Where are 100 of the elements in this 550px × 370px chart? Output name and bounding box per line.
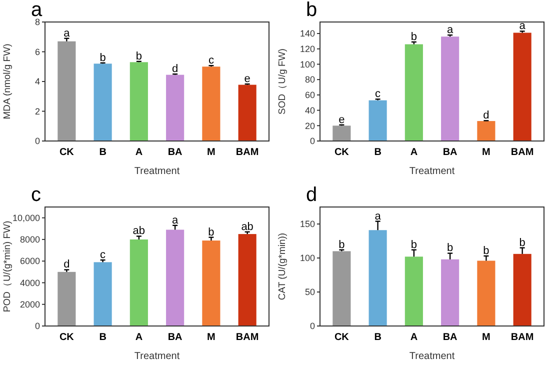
x-tick-label: B [374,147,382,158]
bar [441,259,460,326]
bar [238,84,256,141]
bar [94,64,112,141]
x-tick-label: B [99,147,106,158]
bar [513,32,532,141]
chart-title: d [306,184,318,206]
y-tick-label: 0 [34,321,40,332]
y-axis-title: POD（U/(g*min) FW) [2,220,13,312]
bar [130,62,148,141]
annotation: e [338,114,345,126]
y-tick-label: 8000 [20,234,40,245]
annotation: b [100,52,106,64]
bar [368,230,387,326]
bar [58,272,76,326]
x-tick-label: BAM [236,332,259,343]
x-tick-label: BA [168,147,182,158]
annotation: ab [132,225,146,238]
y-axis-title: MDA (nmol/g FW) [2,44,13,120]
bar [94,262,112,326]
annotation: c [375,88,382,100]
bar [404,44,423,141]
y-tick-label: 6 [34,46,40,57]
y-tick-label: 0 [310,136,315,146]
bar [513,254,532,326]
bar [166,74,184,141]
annotation: c [100,249,106,262]
x-tick-label: CK [334,147,350,158]
bar [166,230,184,326]
x-tick-label: BA [442,332,458,343]
annotation: c [208,54,214,67]
y-tick-label: 6000 [20,256,40,266]
annotation: a [374,210,382,222]
y-tick-label: 40 [304,105,315,116]
y-tick-label: 150 [300,219,315,230]
y-tick-label: 4000 [20,278,40,288]
x-axis-title: Treatment [134,351,180,362]
annotation: e [244,73,250,86]
annotation: a [447,24,454,36]
x-tick-label: M [207,332,216,343]
chart-title: b [306,0,318,21]
y-tick-label: 20 [304,120,315,131]
y-tick-label: 80 [304,74,315,85]
annotation: ab [241,220,254,233]
bar [441,36,460,141]
x-tick-label: BAM [510,332,534,343]
x-tick-label: CK [59,147,75,158]
chart-title: c [31,184,41,206]
y-tick-label: 4 [34,76,40,87]
bar [202,66,220,141]
x-tick-label: BAM [236,147,259,158]
y-tick-label: 120 [300,44,315,54]
bar [404,256,423,326]
x-tick-label: B [374,332,382,343]
x-tick-label: A [135,332,143,343]
bar [477,260,496,326]
x-tick-label: A [410,332,418,343]
annotation: b [410,30,417,43]
x-tick-label: CK [59,332,75,343]
y-tick-label: 100 [300,59,315,70]
bar [477,121,496,141]
y-tick-label: 0 [310,321,315,332]
annotation: b [519,236,526,249]
y-tick-label: 2 [34,106,40,116]
y-tick-label: 0 [34,136,40,146]
bar [202,240,220,326]
y-tick-label: 140 [300,28,315,39]
x-tick-label: A [135,147,143,158]
bar [332,251,351,326]
annotation: d [172,63,178,76]
x-axis-title: Treatment [409,351,455,362]
bar [332,126,351,141]
y-tick-label: 60 [304,90,315,100]
x-tick-label: B [99,332,106,343]
annotation: b [338,238,345,251]
y-axis-title: CAT (U/(g*min)) [277,232,288,300]
x-tick-label: BA [168,332,182,343]
y-tick-label: 2000 [20,300,40,310]
annotation: b [483,244,490,257]
annotation: a [172,214,179,226]
annotation: b [208,226,214,238]
x-tick-label: M [207,147,216,158]
y-tick-label: 50 [304,287,315,298]
y-axis-title: SOD（U/g FW) [277,48,288,114]
x-tick-label: M [482,332,490,343]
annotation: a [519,20,526,32]
x-tick-label: A [410,147,418,158]
annotation: b [410,238,417,251]
annotation: b [136,50,142,62]
annotation: d [64,258,70,271]
x-tick-label: BA [442,147,458,158]
x-tick-label: BAM [510,147,534,158]
x-axis-title: Treatment [409,166,455,177]
bar [58,41,76,141]
bar [238,234,256,326]
annotation: d [483,110,490,122]
y-tick-label: 100 [300,253,315,264]
annotation: b [447,242,454,254]
x-axis-title: Treatment [134,166,180,177]
bar [130,239,148,326]
